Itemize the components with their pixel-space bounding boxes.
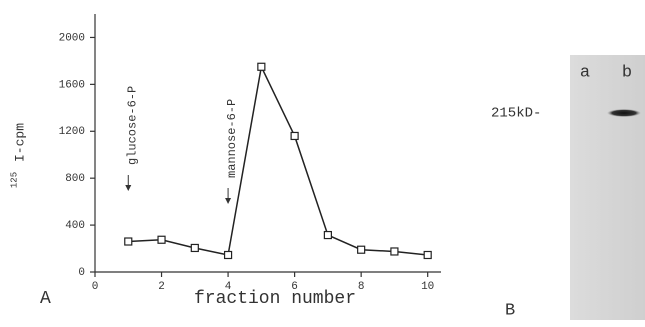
x-tick-label: 6 (291, 281, 298, 293)
y-axis-title: I-cpm (12, 123, 27, 162)
y-tick-label: 2000 (59, 32, 85, 44)
data-point (158, 236, 165, 243)
panel-label: A (40, 289, 51, 309)
gel (570, 55, 645, 320)
annotation: glucose-6-P (125, 86, 139, 165)
data-point (258, 63, 265, 70)
x-tick-label: 10 (421, 281, 434, 293)
lane-label: a (580, 63, 590, 82)
panel-label: B (505, 301, 515, 320)
data-point (291, 132, 298, 139)
annotation: mannose-6-P (225, 99, 239, 178)
data-point (424, 251, 431, 258)
annotation-arrowhead (125, 185, 131, 191)
lane-label: b (622, 63, 632, 82)
figure: A fraction number 125 I-cpm a b 215kD- B… (0, 0, 645, 327)
annotation-text: glucose-6-P (125, 86, 139, 165)
x-tick-label: 4 (225, 281, 232, 293)
data-point (391, 248, 398, 255)
x-tick-label: 8 (358, 281, 365, 293)
data-point (191, 244, 198, 251)
y-tick-label: 1200 (59, 126, 85, 138)
gel-band (607, 109, 641, 117)
x-tick-label: 2 (158, 281, 165, 293)
data-line (128, 67, 427, 255)
y-tick-label: 800 (65, 173, 85, 185)
annotation-text: mannose-6-P (225, 99, 239, 178)
y-tick-label: 400 (65, 220, 85, 232)
y-axis-title-superscript: 125 (9, 172, 19, 188)
x-axis-title: fraction number (194, 289, 356, 309)
y-tick-label: 1600 (59, 79, 85, 91)
data-point (125, 238, 132, 245)
data-point (358, 246, 365, 253)
y-tick-label: 0 (78, 267, 85, 279)
data-point (324, 232, 331, 239)
annotation-arrowhead (225, 198, 231, 204)
marker-label: 215kD- (491, 106, 541, 122)
data-point (225, 251, 232, 258)
x-tick-label: 0 (92, 281, 99, 293)
